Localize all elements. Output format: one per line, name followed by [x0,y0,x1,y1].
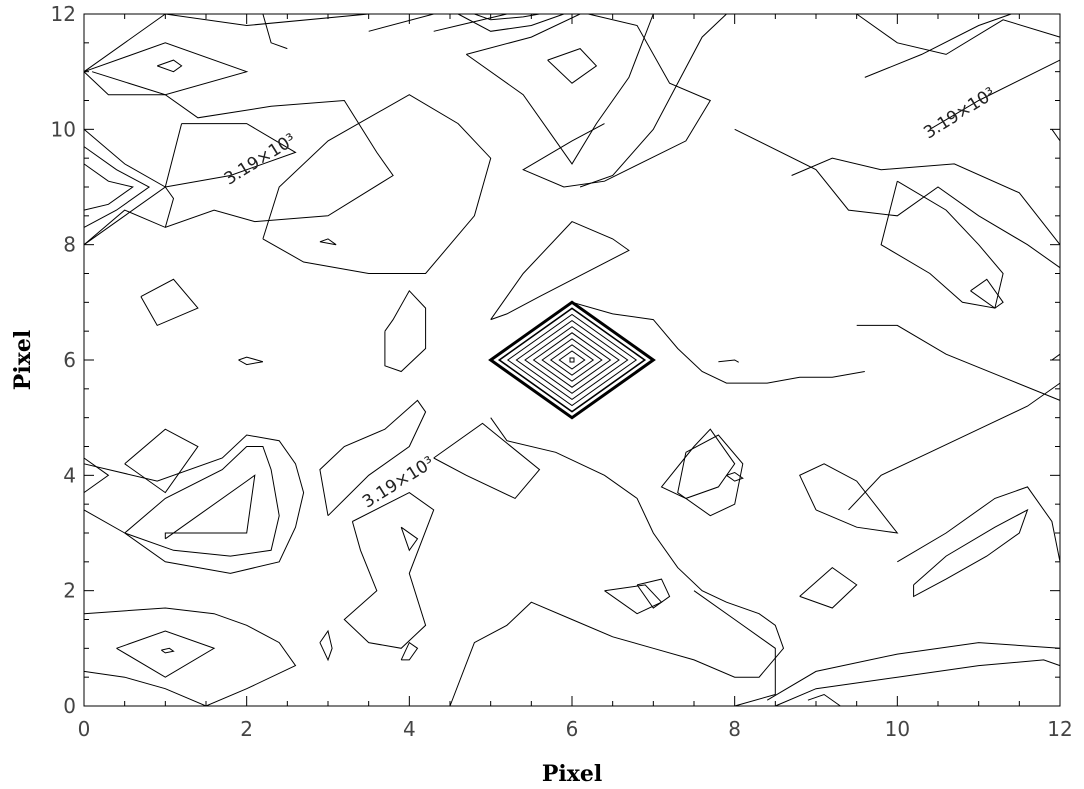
contour-line [864,13,1012,78]
x-tick-label: 6 [566,717,579,741]
contour-value-label: 3.19×10³ [920,84,999,144]
contour-line [140,278,199,327]
x-tick-label: 8 [728,717,741,741]
contour-line [1051,353,1061,361]
contour-line [319,629,333,662]
contour-line [660,428,736,499]
contour-line [433,422,541,500]
y-tick-label: 2 [63,579,76,603]
contour-line [775,659,1061,707]
x-tick-label: 0 [78,717,91,741]
contour-line [83,42,249,96]
contour-line [856,324,1061,401]
contour-value-label: 3.19×10³ [221,130,300,190]
contour-line [1051,129,1061,142]
contour-line [766,642,1061,701]
contour-line [164,186,175,228]
contour-line [693,590,776,707]
contour-line [466,13,654,165]
peak-center-mark [569,357,575,363]
contour-line [400,641,419,661]
contour-line [262,94,492,274]
contour-line [856,13,1061,55]
contour-line [726,471,744,482]
contour-line [164,474,256,540]
contour-line [807,693,841,707]
tick-labels: 0 2 4 6 8 10 12 0 2 4 6 8 10 12 [51,2,1073,741]
contour-line [734,128,1061,269]
contour-value-label: 3.19×10³ [359,453,438,513]
peak-contour [549,344,595,376]
contour-line [636,578,671,609]
contour-line [880,180,1004,309]
peak-contour [532,332,612,388]
peak-contour [506,313,638,407]
y-tick-label: 4 [63,463,76,487]
contour-line [83,457,110,494]
contour-line [83,128,167,246]
contour-line [164,123,297,188]
contour-line [83,607,297,707]
contour-line [83,146,151,228]
contour-line [319,399,427,517]
contour-line [522,13,712,188]
peak-contours [488,300,656,420]
contour-line [490,301,865,384]
contour-line [718,359,739,363]
y-tick-label: 10 [51,117,76,141]
x-axis-title: Pixel [542,761,602,787]
x-tick-label: 2 [240,717,253,741]
contour-line [157,59,183,73]
contour-line [799,566,858,609]
contour-line [161,647,175,654]
peak-contour [558,350,586,370]
contour-line [913,508,1029,598]
x-tick-label: 4 [403,717,416,741]
y-axis-title: Pixel [10,330,36,390]
contour-line [124,446,280,557]
contour-line [848,382,1061,511]
peak-contour [541,338,603,382]
contour-line [604,584,663,615]
contour-line [238,356,264,366]
contour-line [83,434,305,574]
peak-contour [497,307,647,413]
contour-line [579,13,727,188]
contour-line [677,434,744,517]
axis-ticks [83,13,1061,707]
contour-labels: 3.19×10³ 3.19×10³ 3.19×10³ [221,84,999,513]
y-tick-label: 6 [63,348,76,372]
peak-contour [515,319,629,401]
contour-line [83,13,369,73]
contour-line [124,428,199,494]
y-tick-label: 8 [63,233,76,257]
contour-line [262,13,288,50]
contour-line [83,163,134,211]
contour-line [791,157,1061,246]
peak-contour [524,326,620,394]
plot-frame [83,13,1061,707]
contour-line [457,13,565,32]
contour-line [116,630,216,678]
contour-line [400,526,419,552]
contour-line [490,221,630,321]
x-tick-label: 10 [885,717,910,741]
y-tick-label: 12 [51,2,76,26]
contour-line [897,486,1061,563]
contour-line [970,278,1004,309]
contour-line [384,289,427,373]
contour-line [343,492,435,649]
peak-contour [488,300,656,420]
contour-line [83,71,394,246]
contour-line [929,59,1061,130]
contour-line [799,463,899,534]
contour-line [319,238,337,246]
contour-line [449,417,785,707]
x-tick-label: 12 [1047,717,1072,741]
contour-line [547,48,598,84]
y-tick-label: 0 [63,694,76,718]
contour-lines [83,13,1061,707]
